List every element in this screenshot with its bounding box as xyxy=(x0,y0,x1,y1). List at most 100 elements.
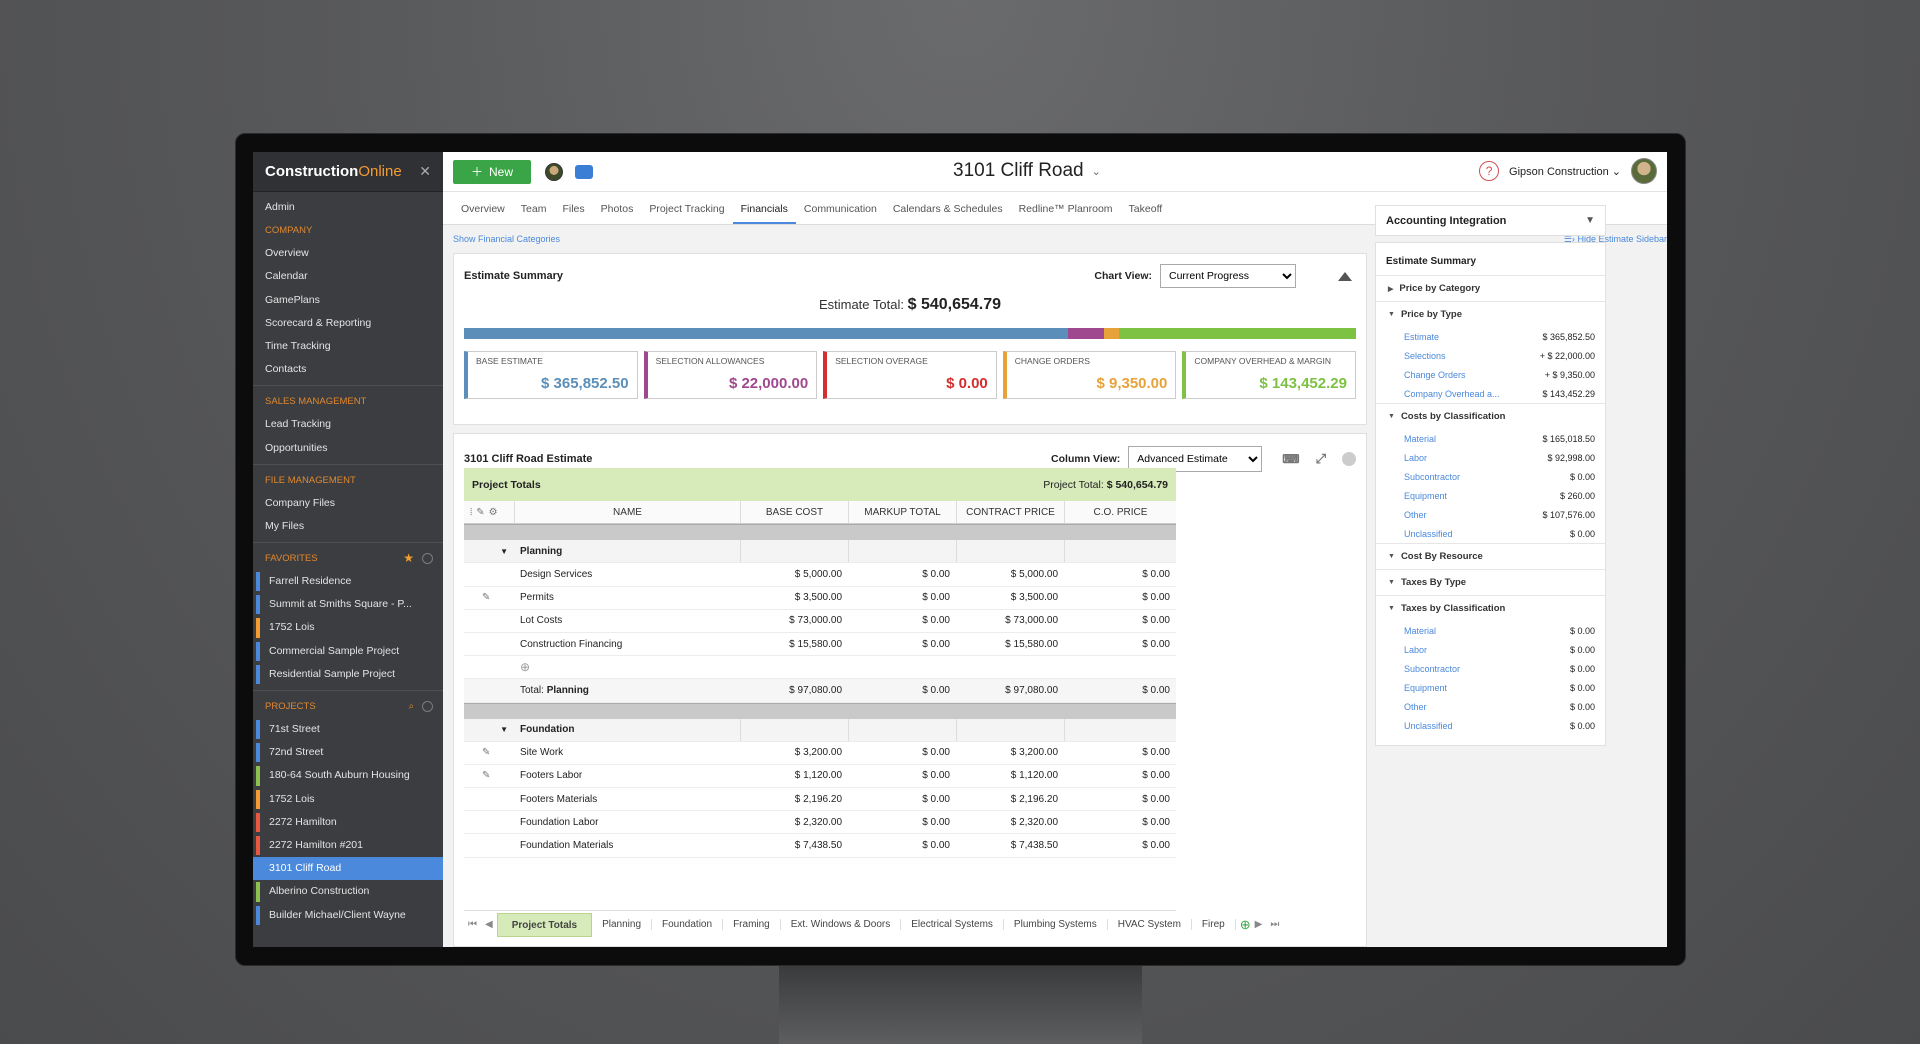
acc-group-0[interactable]: ▶ Price by Category xyxy=(1376,275,1605,301)
col-header-base-cost[interactable]: BASE COST xyxy=(740,501,848,524)
sidebar-item-company-2[interactable]: GamePlans xyxy=(265,293,320,306)
table-row[interactable]: Design Services $ 5,000.00 $ 0.00 $ 5,000.0… xyxy=(464,563,1176,587)
tab-takeoff[interactable]: Takeoff xyxy=(1128,203,1163,215)
tab-redline-planroom[interactable]: Redline™ Planroom xyxy=(1018,203,1113,215)
project-item-7[interactable]: Alberino Construction xyxy=(253,880,443,903)
acc-line-label[interactable]: Labor xyxy=(1404,452,1428,463)
sidebar-item-files-1[interactable]: My Files xyxy=(265,519,305,532)
cell-base-cost[interactable]: $ 3,500.00 xyxy=(794,592,842,604)
acc-line-label[interactable]: Selections xyxy=(1404,350,1446,361)
project-item-3[interactable]: 1752 Lois xyxy=(253,788,443,811)
sidebar-item-company-3[interactable]: Scorecard & Reporting xyxy=(265,316,372,329)
sidebar-item-company-5[interactable]: Contacts xyxy=(265,363,307,376)
cell-contract-price[interactable]: $ 7,438.50 xyxy=(1010,840,1058,852)
category-tab-1[interactable]: Planning xyxy=(592,919,653,930)
favorite-item-1[interactable]: Summit at Smiths Square - P... xyxy=(253,593,443,616)
cell-contract-price[interactable]: $ 5,000.00 xyxy=(1010,568,1058,580)
user-avatar[interactable] xyxy=(1631,158,1657,184)
category-tab-5[interactable]: Electrical Systems xyxy=(901,919,1004,930)
add-item-icon[interactable]: ⊕ xyxy=(520,660,531,675)
acc-line-label[interactable]: Company Overhead a... xyxy=(1404,388,1500,399)
table-row[interactable]: Footers Materials $ 2,196.20 $ 0.00 $ 2,196… xyxy=(464,788,1176,812)
cell-contract-price[interactable]: $ 3,500.00 xyxy=(1010,592,1058,604)
tab-calendars-schedules[interactable]: Calendars & Schedules xyxy=(892,203,1003,215)
cell-contract-price[interactable]: $ 15,580.00 xyxy=(1005,638,1058,650)
edit-icon[interactable]: ✎ xyxy=(476,506,485,518)
last-tab-icon[interactable]: ⏭ xyxy=(1270,919,1280,930)
table-row[interactable]: Foundation Labor $ 2,320.00 $ 0.00 $ 2,320.… xyxy=(464,811,1176,835)
cell-name[interactable]: Design Services xyxy=(520,568,593,580)
cell-co-price[interactable]: $ 0.00 xyxy=(1142,638,1170,650)
summary-card-4[interactable]: COMPANY OVERHEAD & MARGIN $ 143,452.29 xyxy=(1182,351,1356,399)
acc-line-label[interactable]: Other xyxy=(1404,701,1427,712)
tab-photos[interactable]: Photos xyxy=(600,203,634,215)
summary-card-3[interactable]: CHANGE ORDERS $ 9,350.00 xyxy=(1002,351,1177,399)
col-header-co-price[interactable]: C.O. PRICE xyxy=(1064,501,1176,524)
acc-line-label[interactable]: Unclassified xyxy=(1404,528,1453,539)
tab-project-tracking[interactable]: Project Tracking xyxy=(649,203,725,215)
acc-line-label[interactable]: Subcontractor xyxy=(1404,663,1461,674)
first-tab-icon[interactable]: ⏮ xyxy=(468,919,477,930)
category-tab-4[interactable]: Ext. Windows & Doors xyxy=(781,919,902,930)
project-item-0[interactable]: 71st Street xyxy=(253,718,443,741)
acc-line-label[interactable]: Equipment xyxy=(1404,490,1448,501)
sidebar-item-sales-1[interactable]: Opportunities xyxy=(265,441,328,454)
project-item-1[interactable]: 72nd Street xyxy=(253,741,443,764)
cell-co-price[interactable]: $ 0.00 xyxy=(1142,592,1170,604)
cell-markup-total[interactable]: $ 0.00 xyxy=(922,747,950,759)
cell-markup-total[interactable]: $ 0.00 xyxy=(922,592,950,604)
project-item-5[interactable]: 2272 Hamilton #201 xyxy=(253,834,443,857)
cell-markup-total[interactable]: $ 0.00 xyxy=(922,770,950,782)
history-icon[interactable] xyxy=(422,553,433,565)
table-row[interactable]: ✎ Footers Labor $ 1,120.00 $ 0.00 $ 1,120.00… xyxy=(464,765,1176,789)
acc-group-1[interactable]: ▼ Price by Type xyxy=(1376,301,1605,327)
cell-co-price[interactable]: $ 0.00 xyxy=(1142,770,1170,782)
company-switcher[interactable]: Gipson Construction ⌄ xyxy=(1509,165,1621,178)
chart-view-select[interactable]: Current Progress xyxy=(1160,264,1296,288)
category-tab-7[interactable]: HVAC System xyxy=(1108,919,1192,930)
cell-co-price[interactable]: $ 0.00 xyxy=(1142,793,1170,805)
cell-co-price[interactable]: $ 0.00 xyxy=(1142,816,1170,828)
sidebar-item-company-0[interactable]: Overview xyxy=(265,247,309,260)
cell-markup-total[interactable]: $ 0.00 xyxy=(922,638,950,650)
filter-icon[interactable] xyxy=(422,701,433,712)
cell-markup-total[interactable]: $ 0.00 xyxy=(922,816,950,828)
cell-contract-price[interactable]: $ 3,200.00 xyxy=(1010,747,1058,759)
keyboard-icon[interactable]: ⌨ xyxy=(1282,452,1300,466)
cell-co-price[interactable]: $ 0.00 xyxy=(1142,747,1170,759)
tab-financials[interactable]: Financials xyxy=(732,203,796,224)
cell-contract-price[interactable]: $ 1,120.00 xyxy=(1010,770,1058,782)
collapse-icon[interactable] xyxy=(1338,271,1352,281)
section-toggle[interactable]: ▼ xyxy=(500,725,508,735)
acc-line-label[interactable]: Material xyxy=(1404,433,1437,444)
cell-markup-total[interactable]: $ 0.00 xyxy=(922,793,950,805)
cell-base-cost[interactable]: $ 15,580.00 xyxy=(789,638,842,650)
project-item-4[interactable]: 2272 Hamilton xyxy=(253,811,443,834)
cell-base-cost[interactable]: $ 2,196.20 xyxy=(794,793,842,805)
note-icon[interactable]: ✎ xyxy=(482,770,491,782)
sidebar-item-admin-0[interactable]: Admin xyxy=(265,201,295,213)
col-header-markup-total[interactable]: MARKUP TOTAL xyxy=(848,501,956,524)
section-toggle[interactable]: ▼ xyxy=(500,546,508,556)
favorite-item-2[interactable]: 1752 Lois xyxy=(253,616,443,639)
cell-co-price[interactable]: $ 0.00 xyxy=(1142,568,1170,580)
category-tab-6[interactable]: Plumbing Systems xyxy=(1004,919,1108,930)
new-button[interactable]: ＋ New xyxy=(453,159,532,184)
acc-line-label[interactable]: Equipment xyxy=(1404,682,1448,693)
prev-tab-icon[interactable]: ◀ xyxy=(485,919,493,930)
sidebar-item-company-4[interactable]: Time Tracking xyxy=(265,339,331,352)
cell-base-cost[interactable]: $ 2,320.00 xyxy=(794,816,842,828)
cell-contract-price[interactable]: $ 2,196.20 xyxy=(1010,793,1058,805)
section-row[interactable]: ▼ Foundation xyxy=(464,718,1176,742)
cell-markup-total[interactable]: $ 0.00 xyxy=(922,840,950,852)
col-header-contract-price[interactable]: CONTRACT PRICE xyxy=(956,501,1064,524)
acc-line-label[interactable]: Estimate xyxy=(1404,331,1440,342)
sidebar-item-company-1[interactable]: Calendar xyxy=(265,270,308,283)
show-financial-categories-link[interactable]: Show Financial Categories xyxy=(453,234,561,244)
hide-estimate-sidebar-link[interactable]: ☰› Hide Estimate Sidebar xyxy=(1564,234,1667,245)
acc-group-5[interactable]: ▼ Taxes by Classification xyxy=(1376,595,1605,621)
cell-name[interactable]: Footers Labor xyxy=(520,770,583,782)
cell-name[interactable]: Construction Financing xyxy=(520,638,623,650)
category-tab-8[interactable]: Firep xyxy=(1192,919,1236,930)
project-item-2[interactable]: 180-64 South Auburn Housing xyxy=(253,764,443,787)
